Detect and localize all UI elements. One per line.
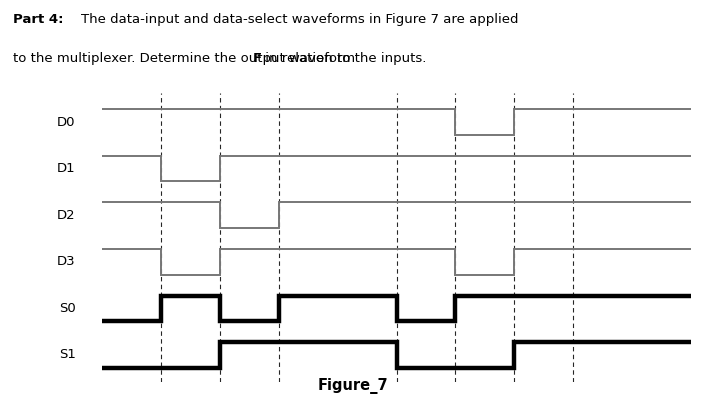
Text: in relation to the inputs.: in relation to the inputs. bbox=[261, 52, 427, 65]
Text: Part 4:: Part 4: bbox=[13, 13, 63, 26]
Text: D2: D2 bbox=[57, 209, 75, 222]
Text: to the multiplexer. Determine the output waveform: to the multiplexer. Determine the output… bbox=[13, 52, 359, 65]
Text: D0: D0 bbox=[57, 116, 75, 128]
Text: The data-input and data-select waveforms in Figure 7 are applied: The data-input and data-select waveforms… bbox=[81, 13, 519, 26]
Text: D1: D1 bbox=[57, 162, 75, 175]
Text: F: F bbox=[252, 52, 262, 65]
Text: S0: S0 bbox=[59, 302, 75, 315]
Text: Figure_7: Figure_7 bbox=[317, 378, 388, 394]
Text: S1: S1 bbox=[59, 349, 75, 362]
Text: D3: D3 bbox=[57, 255, 75, 268]
